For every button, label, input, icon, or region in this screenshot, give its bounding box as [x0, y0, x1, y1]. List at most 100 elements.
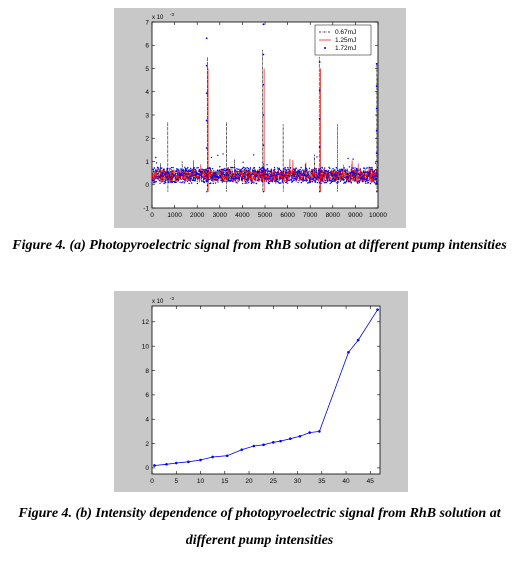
series-1.72mJ-point: [204, 175, 207, 178]
series-1.72mJ-point: [220, 177, 222, 179]
series-0.67mJ-line: [152, 49, 378, 192]
intensity-series-point: [225, 454, 229, 458]
x-tick-label: 25: [270, 478, 278, 485]
series-1.72mJ-point: [166, 168, 169, 171]
series-1.72mJ-point: [209, 167, 211, 169]
series-1.72mJ-point: [258, 166, 261, 169]
series-1.72mJ-point: [199, 169, 201, 172]
series-1.72mJ-point: [322, 177, 324, 179]
series-1.72mJ-point: [199, 176, 201, 178]
series-1.72mJ-point: [203, 181, 206, 184]
intensity-series-point: [308, 431, 311, 434]
series-1.72mJ-point: [356, 169, 358, 172]
series-1.72mJ-point: [186, 168, 188, 170]
series-1.72mJ-point: [256, 174, 258, 177]
intensity-series-point: [240, 448, 244, 451]
series-1.72mJ-point: [375, 178, 377, 180]
series-1.72mJ-point: [353, 172, 356, 175]
series-1.72mJ-point: [272, 172, 274, 174]
series-1.72mJ-point: [152, 177, 154, 179]
series-1.72mJ-point: [235, 181, 237, 183]
series-1.72mJ-point: [219, 166, 221, 168]
series-1.72mJ-point: [344, 177, 346, 179]
series-1.72mJ-point: [211, 178, 213, 180]
series-1.72mJ-point: [327, 176, 329, 179]
series-1.72mJ-point: [365, 171, 368, 173]
y-tick-label: 10: [142, 343, 150, 350]
series-1.72mJ-point: [178, 173, 181, 175]
series-1.72mJ-point: [373, 177, 375, 179]
intensity-series-point: [211, 455, 214, 459]
series-1.72mJ-spike-point: [205, 37, 208, 40]
series-1.72mJ-point: [262, 170, 265, 172]
series-1.72mJ-point: [223, 174, 226, 176]
chart-panel-a: 0 1000 2000 3000 4000 5000 6000 7000 8000 9000 100…: [114, 8, 406, 228]
series-1.72mJ-point: [165, 181, 167, 183]
series-1.72mJ-point: [190, 170, 192, 172]
series-1.72mJ-point: [194, 168, 196, 171]
series-1.72mJ-point: [343, 179, 345, 181]
x-tick-label: 0: [150, 212, 154, 219]
series-1.72mJ-point: [298, 170, 301, 173]
series-1.72mJ-point: [306, 175, 309, 177]
series-1.72mJ-point: [270, 169, 273, 172]
intensity-series-point: [252, 444, 256, 448]
series-1.72mJ-point: [260, 179, 262, 181]
series-1.72mJ-point: [314, 180, 317, 182]
series-1.72mJ-point: [155, 162, 158, 164]
series-1.72mJ-point: [242, 161, 244, 163]
series-1.72mJ-point: [335, 174, 338, 177]
series-1.72mJ-point: [275, 179, 278, 181]
series-1.72mJ-point: [293, 179, 295, 182]
x-tick-label: 9000: [348, 212, 363, 219]
series-1.72mJ-point: [229, 171, 232, 173]
intensity-series-point: [298, 434, 302, 438]
series-1.72mJ-point: [254, 176, 257, 178]
series-1.72mJ-point: [259, 175, 261, 177]
series-1.72mJ-point: [204, 177, 206, 180]
series-1.72mJ-point: [349, 172, 352, 174]
series-1.72mJ-point: [240, 168, 242, 171]
series-1.72mJ-point: [185, 169, 188, 172]
series-1.72mJ-spike-point: [318, 89, 321, 92]
series-1.72mJ-point: [165, 175, 167, 178]
series-1.72mJ-point: [286, 182, 289, 184]
series-1.72mJ-point: [235, 177, 237, 180]
series-1.72mJ-spike-point: [262, 23, 265, 26]
y-tick-label: 4: [145, 417, 149, 424]
series-1.72mJ-point: [237, 170, 239, 173]
series-1.72mJ-point: [312, 177, 315, 180]
series-1.72mJ-point: [267, 174, 269, 176]
series-1.72mJ-point: [348, 166, 351, 168]
series-1.72mJ-point: [311, 178, 313, 180]
series-1.72mJ-point: [168, 179, 170, 181]
series-1.72mJ-point: [201, 175, 203, 178]
series-1.72mJ-point: [285, 169, 287, 171]
series-1.72mJ-point: [336, 167, 338, 169]
series-1.72mJ-spike-point: [318, 117, 321, 120]
series-1.72mJ-point: [358, 176, 360, 179]
series-1.72mJ-point: [277, 178, 279, 180]
series-1.72mJ-point: [163, 182, 165, 185]
series-1.72mJ-point: [284, 166, 286, 169]
series-1.72mJ-point: [275, 177, 277, 179]
series-1.72mJ-point: [251, 181, 253, 184]
series-1.72mJ-point: [354, 179, 356, 182]
series-1.72mJ-point: [247, 167, 250, 170]
series-1.72mJ-point: [305, 169, 307, 171]
series-1.72mJ-point: [327, 172, 329, 174]
series-1.72mJ-point: [261, 170, 263, 172]
series-1.72mJ-point: [369, 182, 372, 185]
series-1.72mJ-point: [368, 174, 370, 176]
series-1.72mJ-point: [362, 180, 364, 182]
series-1.72mJ-point: [287, 168, 290, 171]
x-tick-label: 5000: [258, 212, 273, 219]
series-1.72mJ-point: [268, 170, 270, 172]
series-1.72mJ-point: [366, 167, 368, 169]
series-1.72mJ-point: [221, 181, 224, 183]
series-1.72mJ-point: [182, 181, 184, 183]
y-tick-label: 1: [145, 159, 149, 166]
series-1.72mJ-point: [352, 167, 355, 169]
series-1.72mJ-point: [215, 173, 217, 175]
series-1.72mJ-point: [236, 172, 239, 175]
